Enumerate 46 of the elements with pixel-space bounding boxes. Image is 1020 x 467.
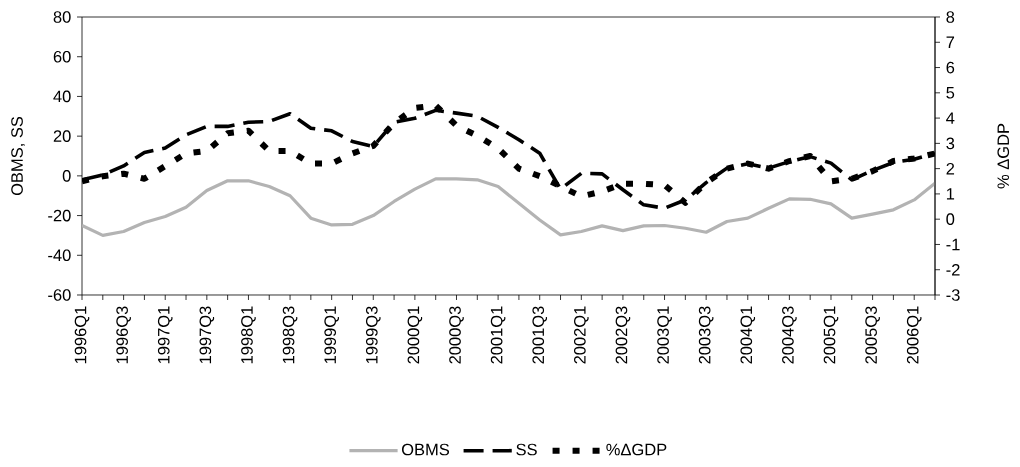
x-tick-label: 1997Q1 bbox=[157, 306, 173, 364]
y2-tick-label: 5 bbox=[946, 87, 955, 99]
y2-tick-label: 6 bbox=[946, 61, 955, 74]
x-tick-label: 2006Q1 bbox=[906, 306, 922, 364]
x-tick-label: 2002Q3 bbox=[615, 306, 631, 364]
y2-tick-label: 1 bbox=[946, 188, 955, 200]
x-tick-label: 2002Q1 bbox=[574, 306, 589, 364]
x-tick-label: 2001Q3 bbox=[532, 306, 548, 364]
x-tick-label: 2005Q3 bbox=[865, 306, 880, 364]
x-tick-label: 2005Q1 bbox=[823, 306, 839, 364]
x-tick-label: 1996Q1 bbox=[74, 306, 90, 364]
y2-tick-label: -1 bbox=[946, 238, 960, 251]
y-tick-label: 20 bbox=[53, 130, 71, 142]
x-tick-label: 1996Q3 bbox=[116, 306, 131, 364]
legend-label: OBMS bbox=[401, 443, 450, 456]
y-tick-label: -40 bbox=[48, 249, 71, 262]
x-tick-label: 2004Q1 bbox=[740, 306, 756, 364]
y-tick-label: 60 bbox=[53, 50, 71, 63]
y2-tick-label: -3 bbox=[946, 289, 960, 301]
legend-label: SS bbox=[516, 443, 537, 456]
y-tick-label: 80 bbox=[53, 11, 71, 23]
x-tick-label: 1997Q3 bbox=[199, 306, 215, 364]
y2-tick-label: 0 bbox=[946, 213, 955, 226]
y-tick-label: -60 bbox=[48, 289, 71, 301]
x-tick-label: 2001Q1 bbox=[490, 306, 506, 364]
y-axis-title: OBMS, SS bbox=[11, 116, 25, 196]
y2-tick-label: 3 bbox=[946, 137, 955, 150]
x-tick-label: 2000Q3 bbox=[449, 306, 464, 364]
x-tick-label: 2003Q1 bbox=[657, 306, 672, 364]
y-tick-label: 0 bbox=[62, 170, 71, 182]
x-tick-label: 2004Q3 bbox=[782, 306, 797, 364]
y2-tick-label: 7 bbox=[946, 36, 955, 48]
y2-tick-label: -2 bbox=[946, 263, 960, 276]
x-tick-label: 1998Q3 bbox=[282, 306, 298, 364]
y-tick-label: 40 bbox=[53, 90, 71, 103]
x-tick-label: 2000Q1 bbox=[407, 306, 423, 364]
x-tick-label: 1999Q3 bbox=[365, 306, 381, 364]
x-tick-label: 1999Q1 bbox=[324, 306, 339, 364]
y2-axis-title: % ΔGDP bbox=[997, 123, 1010, 189]
y2-tick-label: 2 bbox=[946, 162, 955, 175]
legend-label: %ΔGDP bbox=[606, 443, 667, 456]
y2-tick-label: 4 bbox=[946, 112, 955, 124]
x-tick-label: 1998Q1 bbox=[241, 306, 256, 364]
y2-tick-label: 8 bbox=[946, 11, 955, 23]
x-tick-label: 2003Q3 bbox=[698, 306, 714, 364]
y-tick-label: -20 bbox=[48, 209, 71, 222]
